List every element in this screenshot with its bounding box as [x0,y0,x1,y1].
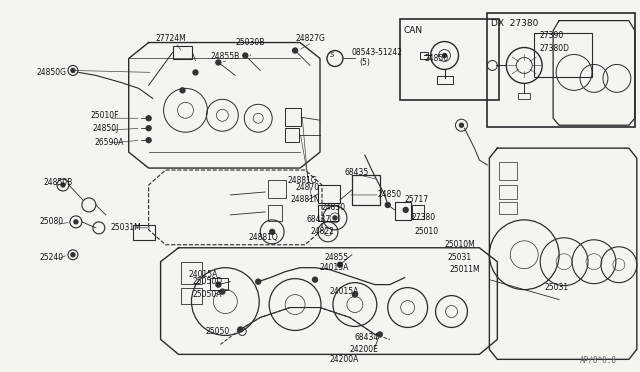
Circle shape [243,53,248,58]
Circle shape [193,70,198,75]
Bar [132,225,155,240]
Circle shape [312,277,317,282]
Bar [268,205,282,221]
Text: 08543-51242: 08543-51242 [352,48,403,57]
Text: 27724M: 27724M [156,34,186,43]
Bar [395,202,411,220]
Text: 25050A: 25050A [193,290,222,299]
Bar [534,33,592,77]
Circle shape [460,123,463,127]
Text: 24855: 24855 [325,253,349,262]
Bar [268,180,286,198]
Text: 25031: 25031 [447,253,472,262]
Bar [499,162,517,180]
Bar [211,278,228,290]
Circle shape [292,48,298,53]
Text: 25031: 25031 [544,283,568,292]
Text: 24850B: 24850B [43,177,72,186]
Circle shape [146,126,151,131]
Bar [499,202,517,214]
Text: 24822: 24822 [310,227,334,236]
Circle shape [333,216,337,220]
Circle shape [71,68,75,73]
Text: 25080: 25080 [39,217,63,227]
Text: 24015A: 24015A [330,287,359,296]
Text: 25030B: 25030B [236,38,265,47]
Bar [352,175,380,205]
Text: 24830: 24830 [322,203,346,212]
Text: 25050: 25050 [205,327,230,336]
Text: 25031M: 25031M [111,223,141,232]
Bar [420,51,428,60]
Text: 24855B: 24855B [211,52,239,61]
Circle shape [403,208,408,212]
Circle shape [71,253,75,257]
Bar [180,262,202,283]
Text: 25717: 25717 [404,195,429,205]
Text: 24827G: 24827G [295,34,325,43]
Circle shape [61,183,65,187]
Circle shape [442,54,447,58]
Circle shape [216,60,221,65]
Bar [318,185,340,203]
Bar [173,45,193,60]
Circle shape [220,289,225,294]
Circle shape [74,220,78,224]
Bar [412,205,424,219]
Text: 25010M: 25010M [445,240,476,249]
Text: 25010F: 25010F [91,111,119,120]
Text: 27380: 27380 [412,214,436,222]
Circle shape [378,332,382,337]
Text: 25240: 25240 [39,253,63,262]
Circle shape [216,282,221,287]
Text: 27390: 27390 [539,31,563,40]
Text: CAN: CAN [404,26,423,35]
Circle shape [353,292,357,297]
Text: 24881G: 24881G [287,176,317,185]
Bar [180,288,202,304]
Text: AP/8^0:8: AP/8^0:8 [580,355,617,364]
Circle shape [337,262,342,267]
Text: 68435: 68435 [345,167,369,177]
Bar [436,76,452,84]
Circle shape [146,138,151,143]
Text: 25050D: 25050D [193,277,223,286]
Text: 24200A: 24200A [330,355,359,364]
Bar [285,128,299,142]
Bar [518,93,530,99]
Text: 25011M: 25011M [449,265,480,274]
Text: (5): (5) [360,58,371,67]
Text: 24850G: 24850G [36,68,66,77]
Text: 24850: 24850 [424,54,449,63]
Text: 25010: 25010 [415,227,439,236]
Text: 24850J: 24850J [93,124,119,133]
Text: 24200E: 24200E [350,345,379,354]
Text: 24870: 24870 [295,183,319,192]
Text: S: S [330,52,334,58]
Text: 24850: 24850 [378,190,402,199]
Circle shape [146,116,151,121]
Circle shape [269,229,275,234]
Bar [488,13,635,127]
Circle shape [238,327,243,332]
Text: 68437: 68437 [306,215,330,224]
Text: 27380D: 27380D [539,44,569,53]
Text: 26590A: 26590A [95,138,124,147]
Circle shape [180,88,185,93]
Text: 68434: 68434 [355,333,379,342]
Text: 24015A: 24015A [320,263,349,272]
Text: 24881N: 24881N [290,195,320,205]
Circle shape [256,279,260,284]
Bar [285,108,301,126]
Bar [499,185,517,199]
Text: DX  27380: DX 27380 [492,19,539,28]
Bar [400,19,499,100]
Bar [318,205,338,221]
Text: 24881Q: 24881Q [248,233,278,242]
Text: 24015A: 24015A [189,270,218,279]
Circle shape [385,202,390,208]
